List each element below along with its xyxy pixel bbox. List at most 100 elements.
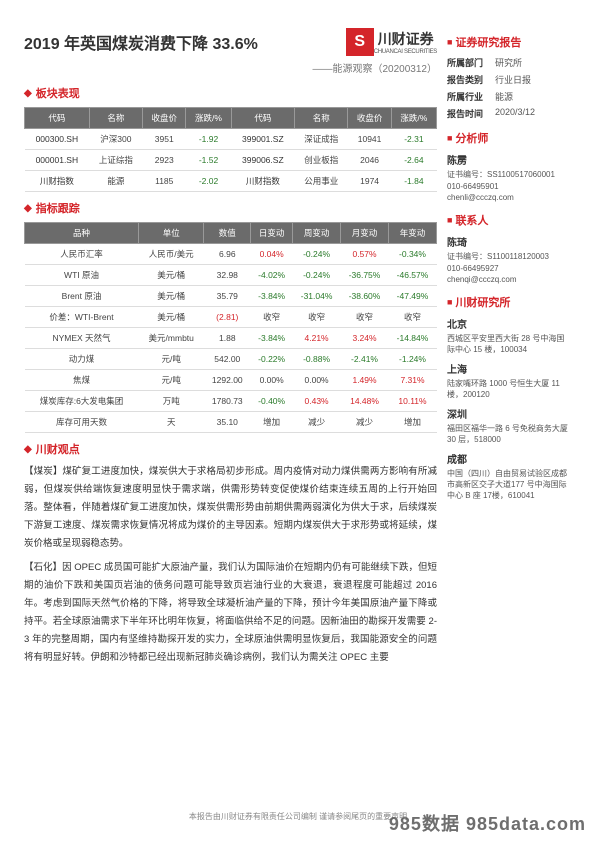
analyst-name: 陈雳 — [447, 152, 572, 167]
table-cell: 32.98 — [204, 265, 251, 286]
contact-line: chenqi@ccczq.com — [447, 275, 572, 284]
table-cell: 35.10 — [204, 412, 251, 433]
table-row: 煤炭库存:6大发电集团万吨1780.73-0.40%0.43%14.48%10.… — [25, 391, 437, 412]
brand-logo: S 川财证券 CHUANCAI SECURITIES — [346, 28, 437, 56]
table-cell: 公用事业 — [295, 171, 348, 192]
sidebar-contact-title: 联系人 — [447, 212, 572, 228]
table-row: 焦煤元/吨1292.000.00%0.00%1.49%7.31% — [25, 370, 437, 391]
table-header: 日变动 — [251, 223, 293, 244]
table-cell: -1.52 — [186, 150, 231, 171]
table-row: 000001.SH上证综指2923-1.52399006.SZ创业板指2046-… — [25, 150, 437, 171]
table-row: 川财指数能源1185-2.02川财指数公用事业1974-1.84 — [25, 171, 437, 192]
table-cell: 000001.SH — [25, 150, 90, 171]
table-row: 000300.SH沪深3003951-1.92399001.SZ深证成指1094… — [25, 129, 437, 150]
table-cell: -1.84 — [391, 171, 436, 192]
table-row: 价差：WTI-Brent美元/桶(2.81)收窄收窄收窄收窄 — [25, 307, 437, 328]
table-cell: -0.24% — [293, 265, 341, 286]
table-cell: -0.34% — [389, 244, 437, 265]
table-cell: 减少 — [341, 412, 389, 433]
table-cell: -31.04% — [293, 286, 341, 307]
watermark: 985数据 985data.com — [389, 810, 586, 836]
office-address: 中国（四川）自由贸易试验区成都市高新区交子大道177 号中海国际中心 B 座 1… — [447, 468, 572, 501]
table-cell: 35.79 — [204, 286, 251, 307]
meta-label: 报告时间 — [447, 107, 495, 120]
table-cell: -47.49% — [389, 286, 437, 307]
table-header: 涨跌/% — [186, 108, 231, 129]
meta-row: 所属部门研究所 — [447, 56, 572, 69]
sidebar-report-title: 证券研究报告 — [447, 34, 572, 50]
office-address: 陆家嘴环路 1000 号恒生大厦 11 楼，200120 — [447, 378, 572, 400]
table-cell: 1780.73 — [204, 391, 251, 412]
table-cell: 美元/桶 — [139, 286, 204, 307]
logo-subtitle: CHUANCAI SECURITIES — [374, 49, 437, 55]
meta-label: 所属行业 — [447, 90, 495, 103]
table-cell: 1.88 — [204, 328, 251, 349]
table-cell: 542.00 — [204, 349, 251, 370]
table-cell: 美元/mmbtu — [139, 328, 204, 349]
table-cell: 天 — [139, 412, 204, 433]
table-header: 收盘价 — [348, 108, 391, 129]
table-header: 周变动 — [293, 223, 341, 244]
office-city: 深圳 — [447, 406, 572, 421]
section-viewpoint: 川财观点 — [24, 441, 437, 457]
table-cell: -0.24% — [293, 244, 341, 265]
table-header: 名称 — [89, 108, 142, 129]
table-cell: 1.49% — [341, 370, 389, 391]
table-cell: 收窄 — [389, 307, 437, 328]
table-cell: 0.57% — [341, 244, 389, 265]
meta-value: 研究所 — [495, 56, 522, 69]
table-cell: 人民币/美元 — [139, 244, 204, 265]
table-cell: 10941 — [348, 129, 391, 150]
table-row: 库存可用天数天35.10增加减少减少增加 — [25, 412, 437, 433]
sidebar-analyst-title: 分析师 — [447, 130, 572, 146]
office-city: 上海 — [447, 361, 572, 376]
table-cell: -3.84% — [251, 328, 293, 349]
table-cell: 美元/桶 — [139, 265, 204, 286]
block-performance-table: 代码名称收盘价涨跌/%代码名称收盘价涨跌/% 000300.SH沪深300395… — [24, 107, 437, 192]
table-cell: -14.84% — [389, 328, 437, 349]
table-row: NYMEX 天然气美元/mmbtu1.88-3.84%4.21%3.24%-14… — [25, 328, 437, 349]
viewpoint-p1: 【煤炭】煤矿复工进度加快，煤炭供大于求格局初步形成。周内疫情对动力煤供需两方影响… — [24, 463, 437, 553]
table-cell: 创业板指 — [295, 150, 348, 171]
table-cell: 减少 — [293, 412, 341, 433]
table-cell: 川财指数 — [231, 171, 294, 192]
table-header: 品种 — [25, 223, 139, 244]
table-cell: 0.00% — [293, 370, 341, 391]
table-cell: -0.88% — [293, 349, 341, 370]
table-cell: 增加 — [251, 412, 293, 433]
table-header: 年变动 — [389, 223, 437, 244]
table-cell: -2.02 — [186, 171, 231, 192]
table-cell: 上证综指 — [89, 150, 142, 171]
table-cell: 煤炭库存:6大发电集团 — [25, 391, 139, 412]
table-cell: WTI 原油 — [25, 265, 139, 286]
table-cell: 3951 — [143, 129, 186, 150]
meta-row: 所属行业能源 — [447, 90, 572, 103]
table-cell: (2.81) — [204, 307, 251, 328]
office-address: 西城区平安里西大街 28 号中海国际中心 15 楼，100034 — [447, 333, 572, 355]
table-cell: 元/吨 — [139, 370, 204, 391]
table-header: 月变动 — [341, 223, 389, 244]
contact-line: 证书编号：S1100118120003 — [447, 251, 572, 262]
analyst-line: chenli@ccczq.com — [447, 193, 572, 202]
meta-row: 报告时间2020/3/12 — [447, 107, 572, 120]
meta-label: 所属部门 — [447, 56, 495, 69]
viewpoint-body: 【煤炭】煤矿复工进度加快，煤炭供大于求格局初步形成。周内疫情对动力煤供需两方影响… — [24, 463, 437, 668]
table-header: 收盘价 — [143, 108, 186, 129]
table-cell: 川财指数 — [25, 171, 90, 192]
table-cell: -4.02% — [251, 265, 293, 286]
table-cell: 美元/桶 — [139, 307, 204, 328]
table-cell: 万吨 — [139, 391, 204, 412]
table-cell: -1.24% — [389, 349, 437, 370]
page-title: 2019 年英国煤炭消费下降 33.6% — [24, 30, 258, 54]
table-cell: 10.11% — [389, 391, 437, 412]
table-cell: 1185 — [143, 171, 186, 192]
section-block-performance: 板块表现 — [24, 85, 437, 101]
table-cell: -38.60% — [341, 286, 389, 307]
table-cell: 焦煤 — [25, 370, 139, 391]
office-city: 成都 — [447, 451, 572, 466]
table-cell: -46.57% — [389, 265, 437, 286]
table-cell: 沪深300 — [89, 129, 142, 150]
logo-name: 川财证券 — [378, 29, 437, 49]
table-header: 涨跌/% — [391, 108, 436, 129]
table-row: 人民币汇率人民币/美元6.960.04%-0.24%0.57%-0.34% — [25, 244, 437, 265]
